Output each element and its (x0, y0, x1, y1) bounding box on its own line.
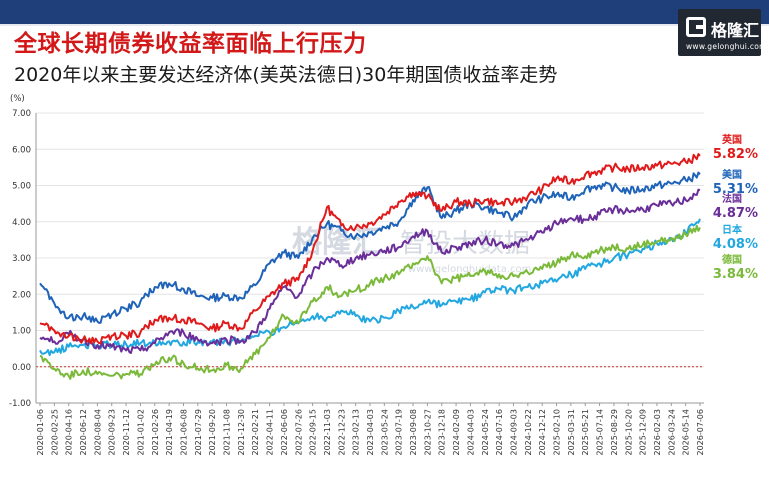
x-tick-label: 2020-08-04 (93, 409, 102, 456)
series-line-japan (39, 218, 701, 357)
x-tick-label: 2023-05-24 (380, 409, 389, 456)
legend-name-germany: 德国 (721, 253, 742, 266)
y-tick-label: 0.00 (12, 363, 31, 373)
y-unit-label: (%) (10, 94, 25, 104)
watermark-url: www.gelonghuidata.com (408, 264, 531, 275)
x-tick-label: 2024-12-12 (538, 409, 547, 456)
chart-subtitle: 2020年以来主要发达经济体(美英法德日)30年期国债收益率走势 (14, 64, 558, 86)
legend-value-japan: 4.08% (713, 237, 758, 252)
x-tick-label: 2023-02-13 (352, 409, 361, 456)
x-tick-label: 2020-09-23 (108, 409, 117, 456)
x-tick-label: 2020-11-12 (122, 409, 131, 456)
x-tick-label: 2026-07-06 (696, 409, 705, 456)
header-band (0, 0, 769, 24)
x-tick-label: 2022-12-23 (337, 409, 346, 456)
x-tick-label: 2025-12-09 (639, 409, 648, 456)
header-divider (0, 24, 769, 26)
legend-name-uk: 英国 (721, 133, 742, 146)
brand-logo: 格隆汇 www.gelonghui.com (678, 9, 766, 56)
x-tick-label: 2024-05-24 (481, 409, 490, 456)
series-line-uk (39, 153, 701, 345)
x-tick-label: 2021-02-26 (151, 409, 160, 456)
x-tick-label: 2022-11-03 (323, 409, 332, 456)
x-tick-label: 2023-07-19 (395, 409, 404, 456)
x-tick-label: 2021-07-29 (194, 409, 203, 456)
legend-name-japan: 日本 (722, 223, 743, 236)
series-line-france (39, 188, 701, 354)
x-tick-label: 2026-05-14 (682, 409, 691, 456)
x-axis: 2020-01-06 2020-02-25 2020-04-16 2020-06-12… (36, 402, 705, 456)
x-tick-label: 2021-09-20 (208, 409, 217, 456)
x-tick-label: 2020-06-12 (79, 409, 88, 456)
chart-title: 全球长期债券收益率面临上行压力 (14, 31, 367, 57)
logo-name: 格隆汇 (711, 21, 760, 40)
x-tick-label: 2022-02-21 (251, 409, 260, 456)
y-tick-label: 4.00 (12, 218, 31, 228)
x-tick-label: 2021-06-08 (179, 409, 188, 456)
x-tick-label: 2023-09-08 (409, 409, 418, 456)
legend-name-us: 美国 (722, 168, 742, 181)
legend-value-germany: 3.84% (713, 267, 758, 282)
legend-value-us: 5.31% (713, 182, 758, 197)
x-tick-label: 2025-08-29 (610, 409, 619, 456)
y-tick-label: 1.00 (12, 327, 31, 337)
x-tick-label: 2024-02-09 (452, 409, 461, 456)
x-tick-label: 2024-04-03 (466, 409, 475, 456)
x-tick-label: 2020-04-16 (65, 409, 74, 456)
x-tick-label: 2023-04-03 (366, 409, 375, 456)
series-line-us (39, 171, 701, 324)
x-tick-label: 2025-02-10 (553, 409, 562, 456)
y-tick-label: 5.00 (12, 182, 31, 192)
y-tick-label: 7.00 (12, 109, 31, 119)
x-tick-label: 2021-11-08 (223, 409, 232, 456)
x-tick-label: 2024-10-22 (524, 409, 533, 456)
y-tick-label: -1.00 (9, 399, 31, 409)
y-tick-label: 6.00 (12, 145, 31, 155)
legend: 英国5.82% 美国5.31%法国4.87% 日本4.08%德国3.84% (713, 133, 758, 282)
x-tick-label: 2026-02-03 (653, 409, 662, 456)
x-tick-label: 2022-06-06 (280, 409, 289, 456)
x-tick-label: 2023-12-18 (438, 409, 447, 456)
x-tick-label: 2021-12-30 (237, 409, 246, 456)
x-tick-label: 2024-07-16 (495, 409, 504, 456)
x-tick-label: 2025-05-21 (581, 409, 590, 456)
legend-value-uk: 5.82% (713, 147, 758, 162)
legend-value-france: 4.87% (713, 206, 758, 221)
x-tick-label: 2026-03-24 (667, 409, 676, 456)
x-tick-label: 2020-02-25 (50, 409, 59, 456)
legend-name-france: 法国 (722, 192, 742, 205)
y-tick-label: 2.00 (12, 290, 31, 300)
x-tick-label: 2025-03-31 (567, 409, 576, 456)
x-tick-label: 2024-09-03 (509, 409, 518, 456)
logo-url: www.gelonghui.com (686, 42, 767, 51)
x-tick-label: 2021-04-19 (165, 409, 174, 456)
logo-icon (686, 17, 706, 37)
y-tick-label: 3.00 (12, 254, 31, 264)
series-lines (39, 153, 701, 380)
series-line-germany (39, 224, 701, 380)
x-tick-label: 2020-01-06 (36, 409, 45, 456)
x-tick-label: 2023-10-27 (423, 409, 432, 456)
x-tick-label: 2022-09-15 (309, 409, 318, 456)
x-tick-label: 2025-07-14 (596, 409, 605, 456)
x-tick-label: 2022-04-11 (266, 409, 275, 456)
x-tick-label: 2025-10-20 (624, 409, 633, 456)
x-tick-label: 2021-01-02 (136, 409, 145, 456)
y-axis: (%) -1.00 0.00 1.00 2.00 3.00 4.00 5.00 6.00 7.0… (9, 94, 37, 409)
x-tick-label: 2022-07-26 (294, 409, 303, 456)
